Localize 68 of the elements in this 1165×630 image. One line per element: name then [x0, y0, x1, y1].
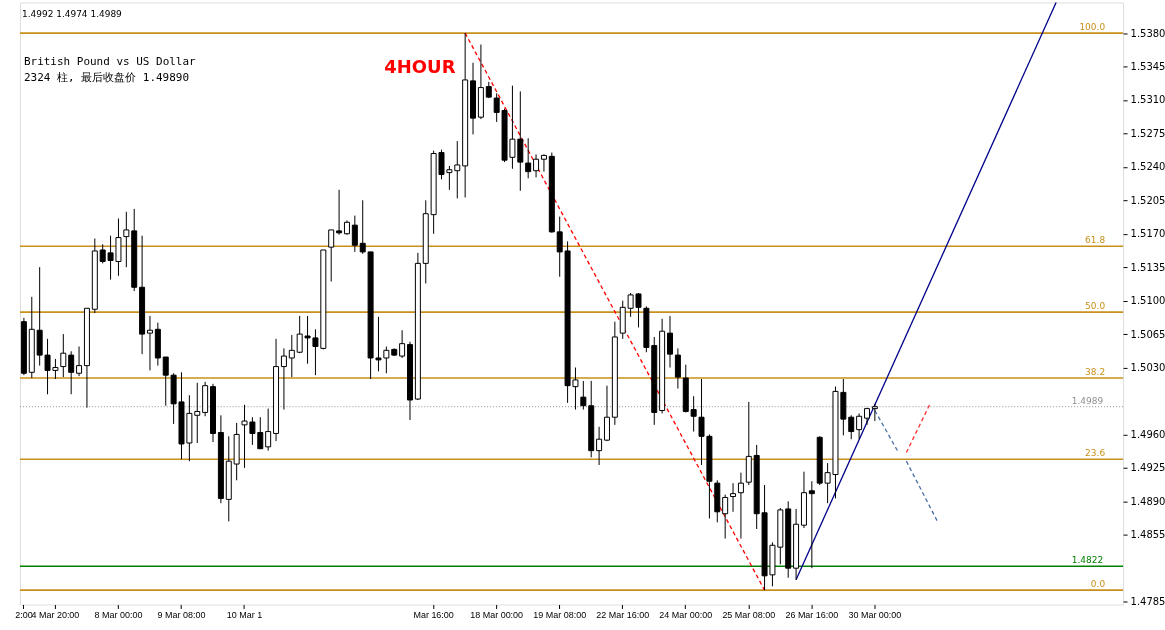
y-tick-label: 1.5030 — [1130, 362, 1165, 374]
annotation: 38.2 — [1085, 367, 1106, 378]
annotation: 2324 柱, 最后收盘价 1.49890 — [23, 71, 190, 85]
y-tick-label: 1.5065 — [1130, 328, 1165, 340]
x-tick-label: 18 Mar 00:00 — [470, 609, 524, 620]
annotation: 100.0 — [1079, 22, 1106, 33]
annotation: 50.0 — [1085, 301, 1106, 312]
y-tick-label: 1.5380 — [1130, 27, 1165, 39]
x-tick-label: 24 Mar 00:00 — [659, 609, 713, 620]
y-tick-label: 1.5310 — [1130, 94, 1165, 106]
x-tick-label: 10 Mar 1 — [226, 609, 263, 620]
y-tick-label: 1.5240 — [1130, 161, 1165, 173]
candlestick — [540, 153, 547, 173]
y-tick-label: 1.5135 — [1130, 261, 1165, 273]
y-tick-label: 1.4925 — [1130, 462, 1165, 474]
annotation: 61.8 — [1085, 235, 1106, 246]
x-tick-label: 26 Mar 16:00 — [785, 609, 839, 620]
candlestick — [737, 472, 744, 540]
candlestick — [730, 482, 737, 513]
y-tick-label: 1.5205 — [1130, 194, 1165, 206]
candlestick — [68, 350, 75, 395]
x-tick-label: 25 Mar 08:00 — [722, 609, 776, 620]
candlestick — [808, 480, 815, 569]
y-tick-label: 1.5275 — [1130, 127, 1165, 139]
y-tick-label: 1.5100 — [1130, 295, 1165, 307]
x-tick-label: 30 Mar 00:00 — [848, 609, 902, 620]
candlestick — [328, 229, 335, 283]
candlestick — [265, 408, 272, 452]
candlestick — [722, 494, 729, 540]
annotation: 4HOUR — [384, 56, 456, 78]
candlestick — [288, 334, 295, 378]
candlestick — [336, 189, 343, 236]
y-tick-label: 1.5345 — [1130, 61, 1165, 73]
candlestick — [603, 385, 610, 442]
candlestick — [690, 395, 697, 433]
x-tick-label: Mar 16:00 — [413, 609, 454, 620]
annotation: 23.6 — [1085, 448, 1106, 459]
candlestick — [856, 412, 863, 440]
y-tick-label: 1.4855 — [1130, 529, 1165, 541]
candlestick — [280, 347, 287, 411]
candlestick — [580, 380, 587, 411]
candlestick — [596, 426, 603, 466]
candlestick — [76, 346, 83, 377]
x-tick-label: 22 Mar 16:00 — [596, 609, 650, 620]
annotation: 1.4992 1.4974 1.4989 — [21, 8, 123, 19]
candlestick — [871, 403, 878, 422]
x-tick-label: 4 Mar 20:00 — [31, 609, 80, 620]
ref-line-label: 1.4822 — [1071, 555, 1104, 566]
y-tick-label: 1.4960 — [1130, 428, 1165, 440]
x-tick-label: 2:00 — [15, 609, 33, 620]
candlestick — [146, 315, 153, 371]
y-tick-label: 1.4785 — [1130, 596, 1165, 608]
candlestick — [533, 153, 540, 178]
x-tick-label: 8 Mar 00:00 — [94, 609, 143, 620]
candlestick — [667, 315, 674, 369]
ref-line-label: 1.4989 — [1071, 395, 1104, 406]
y-tick-label: 1.5170 — [1130, 228, 1165, 240]
candlestick — [674, 347, 681, 390]
annotation: British Pound vs US Dollar — [23, 55, 197, 69]
candlestick — [525, 137, 532, 179]
y-tick-label: 1.4890 — [1130, 495, 1165, 507]
candlestick — [60, 333, 67, 378]
candlestick — [351, 215, 358, 253]
x-tick-label: 19 Mar 08:00 — [533, 609, 587, 620]
candlestick — [399, 329, 406, 359]
annotation: 0.0 — [1090, 579, 1106, 590]
x-tick-label: 9 Mar 08:00 — [157, 609, 206, 620]
candlestick — [123, 211, 130, 268]
